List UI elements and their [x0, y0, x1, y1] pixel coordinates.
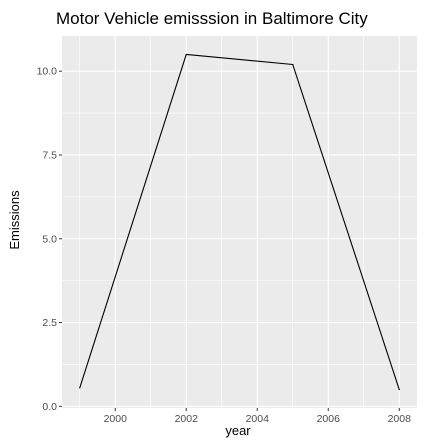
y-axis: 0.0 2.5 5.0 7.5 10.0 [37, 66, 62, 413]
data-point [398, 388, 400, 391]
x-tick-label: 2002 [175, 413, 199, 425]
y-tick-label: 10.0 [37, 66, 58, 78]
series-line [79, 53, 400, 390]
series-layer [79, 53, 400, 391]
y-tick-label: 2.5 [42, 317, 57, 329]
y-tick-label: 0.0 [42, 401, 57, 413]
x-tick-label: 2006 [317, 413, 341, 425]
y-tick-label: 5.0 [42, 233, 57, 245]
x-tick-label: 2008 [388, 413, 412, 425]
plot-panel [62, 36, 417, 408]
x-tick-label: 2000 [104, 413, 128, 425]
x-tick-label: 2004 [246, 413, 270, 425]
data-point [185, 53, 187, 56]
minor-gridlines [62, 36, 417, 408]
x-axis-title: year [225, 423, 251, 438]
chart-title: Motor Vehicle emisssion in Baltimore Cit… [56, 9, 368, 28]
y-tick-label: 7.5 [42, 149, 57, 161]
major-gridlines [62, 36, 417, 408]
x-axis: 2000 2002 2004 2006 2008 [104, 408, 412, 425]
data-point [292, 63, 294, 66]
y-axis-title: Emissions [7, 190, 22, 250]
data-point [79, 387, 81, 389]
